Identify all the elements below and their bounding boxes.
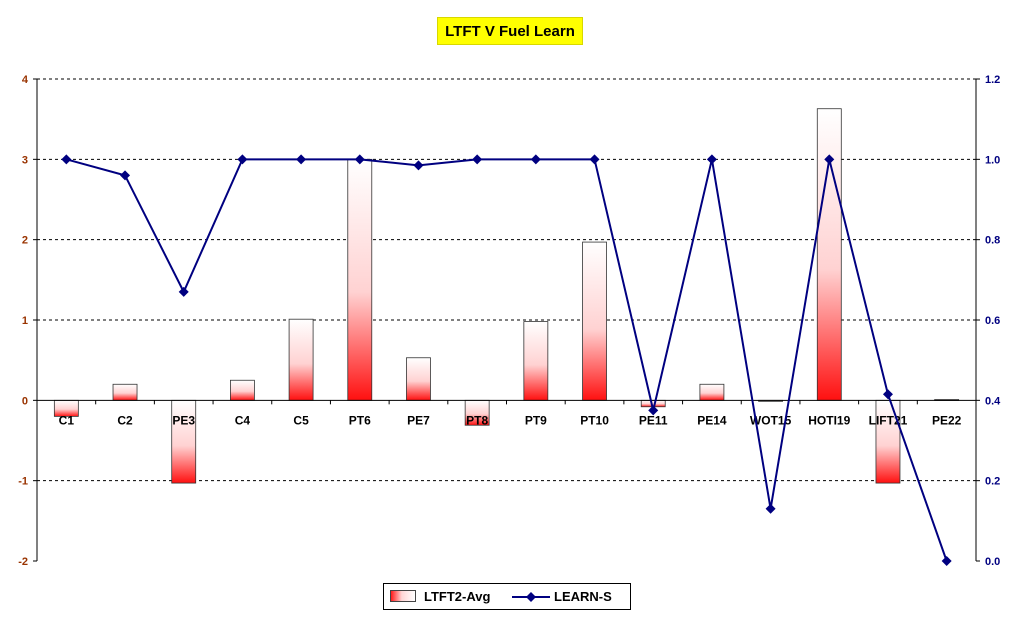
- learn-s-marker: [765, 503, 776, 514]
- left-axis-tick-label: -1: [18, 476, 28, 488]
- learn-s-marker: [472, 154, 483, 165]
- legend-swatch-line: [512, 592, 550, 602]
- category-label: C4: [235, 413, 251, 427]
- learn-s-marker: [589, 154, 600, 165]
- legend-label-line: LEARN-S: [554, 589, 612, 604]
- learn-s-marker: [296, 154, 307, 165]
- left-axis-tick-label: 2: [22, 235, 28, 247]
- category-label: PT8: [466, 413, 488, 427]
- bar: [347, 158, 373, 401]
- category-label: PE11: [639, 413, 668, 427]
- chart-title: LTFT V Fuel Learn: [437, 17, 583, 45]
- bar: [288, 318, 314, 401]
- bar: [171, 399, 197, 484]
- learn-s-marker: [648, 405, 659, 416]
- learn-s-marker: [61, 154, 72, 165]
- category-label: C5: [293, 413, 309, 427]
- bar: [464, 399, 490, 426]
- left-axis-tick-label: 3: [22, 154, 28, 166]
- category-label: HOTI19: [808, 413, 850, 427]
- learn-s-marker: [824, 154, 835, 165]
- bar: [699, 383, 725, 401]
- right-axis-tick-label: 1.0: [985, 154, 1000, 166]
- bar: [816, 108, 842, 401]
- learn-s-marker: [178, 286, 189, 297]
- category-label: C1: [59, 413, 75, 427]
- left-axis-tick-label: 1: [22, 315, 28, 327]
- learn-s-marker: [354, 154, 365, 165]
- left-axis-tick-label: 0: [22, 395, 28, 407]
- learn-s-marker: [413, 160, 424, 171]
- learn-s-line: [66, 158, 948, 562]
- legend-label-bar: LTFT2-Avg: [424, 589, 491, 604]
- learn-s-marker: [530, 154, 541, 165]
- category-label: PT9: [525, 413, 547, 427]
- right-axis-tick-label: 0.8: [985, 235, 1000, 247]
- category-label: PE22: [932, 413, 962, 427]
- category-label: PE3: [172, 413, 195, 427]
- legend-swatch-bar: [390, 590, 416, 602]
- right-axis-tick-label: 0.4: [985, 395, 1001, 407]
- right-axis-tick-label: 0.2: [985, 476, 1000, 488]
- learn-s-marker: [941, 556, 952, 566]
- chart-legend: LTFT2-Avg LEARN-S: [383, 583, 631, 610]
- bar: [112, 383, 138, 401]
- learn-s-marker: [882, 389, 893, 400]
- bar: [582, 241, 607, 401]
- bar: [523, 321, 549, 401]
- right-axis-tick-label: 1.2: [985, 74, 1000, 86]
- right-axis-tick-label: 0.0: [985, 556, 1000, 568]
- category-label: PT6: [349, 413, 371, 427]
- category-label: PT10: [580, 413, 609, 427]
- category-label: PE14: [697, 413, 727, 427]
- learn-s-marker: [237, 154, 248, 165]
- learn-s-marker: [706, 154, 717, 165]
- category-label: LIFT21: [869, 413, 908, 427]
- bar: [406, 357, 431, 401]
- learn-s-marker: [120, 170, 131, 181]
- left-axis-tick-label: 4: [22, 74, 29, 86]
- category-label: PE7: [407, 413, 430, 427]
- left-axis-tick-label: -2: [18, 556, 28, 568]
- bar: [230, 379, 255, 401]
- category-label: C2: [117, 413, 133, 427]
- category-label: WOT15: [750, 413, 792, 427]
- right-axis-tick-label: 0.6: [985, 315, 1000, 327]
